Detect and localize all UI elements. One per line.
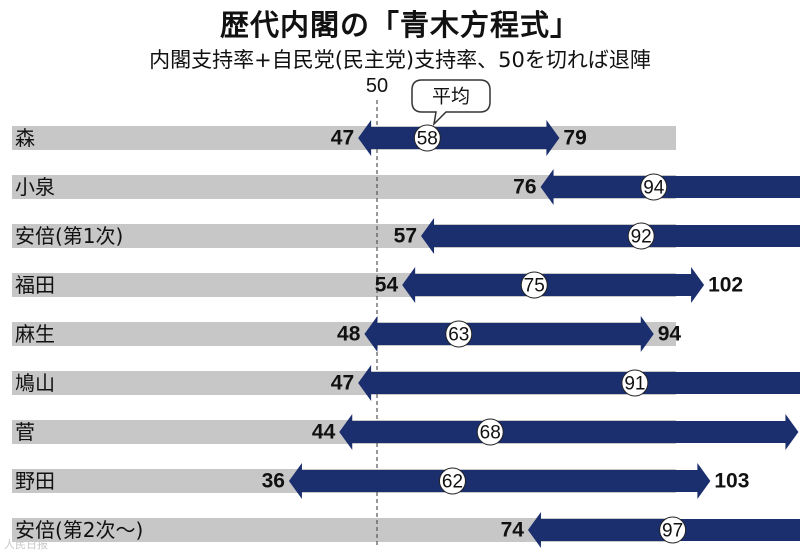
range-arrow [339,414,799,450]
average-circle [413,124,441,152]
average-circle [520,271,548,299]
average-value: 63 [448,325,469,346]
average-value: 92 [631,227,652,248]
category-label: 菅 [15,420,35,444]
average-value: 62 [442,472,463,493]
average-circle [659,516,687,544]
average-circle [621,369,649,397]
category-label: 森 [15,126,35,150]
category-label: 麻生 [15,322,55,346]
average-circle [445,320,473,348]
average-value: 94 [643,178,665,199]
min-value: 47 [331,127,354,150]
average-callout-label: 平均 [432,86,470,108]
watermark: 人民日报 [4,538,48,551]
range-arrow [540,169,800,205]
average-value: 58 [417,129,438,150]
average-callout-bubble [411,79,491,127]
range-arrow [358,120,560,156]
category-label: 安倍(第2次〜) [15,518,143,542]
row-band [12,126,676,150]
average-circle [438,467,466,495]
max-value: 79 [563,127,586,150]
average-circle [640,173,668,201]
range-arrow [421,218,800,254]
range-arrow [402,267,705,303]
min-value: 47 [331,372,354,395]
average-value: 75 [524,276,545,297]
chart-subtitle: 内閣支持率+自民党(民主党)支持率、50を切れば退陣 [149,48,651,72]
range-arrow [288,463,711,499]
category-label: 福田 [15,273,55,297]
max-value: 94 [658,323,682,346]
min-value: 76 [513,176,536,199]
average-circle [476,418,504,446]
average-value: 91 [624,374,645,395]
category-label: 安倍(第1次) [15,224,123,248]
category-label: 小泉 [15,175,55,199]
average-value: 97 [662,521,683,542]
threshold-label: 50 [366,75,388,97]
range-arrow [358,365,800,401]
category-label: 野田 [15,469,55,493]
average-value: 68 [480,423,501,444]
category-label: 鳩山 [15,371,55,395]
min-value: 54 [375,274,399,297]
max-value: 103 [714,470,749,493]
min-value: 36 [262,470,285,493]
min-value: 48 [337,323,361,346]
chart-title: 歴代内閣の「青木方程式」 [219,8,580,42]
max-value: 102 [708,274,743,297]
average-circle [627,222,655,250]
min-value: 57 [394,225,417,248]
min-value: 44 [312,421,336,444]
min-value: 74 [501,519,525,542]
range-arrow [364,316,654,352]
